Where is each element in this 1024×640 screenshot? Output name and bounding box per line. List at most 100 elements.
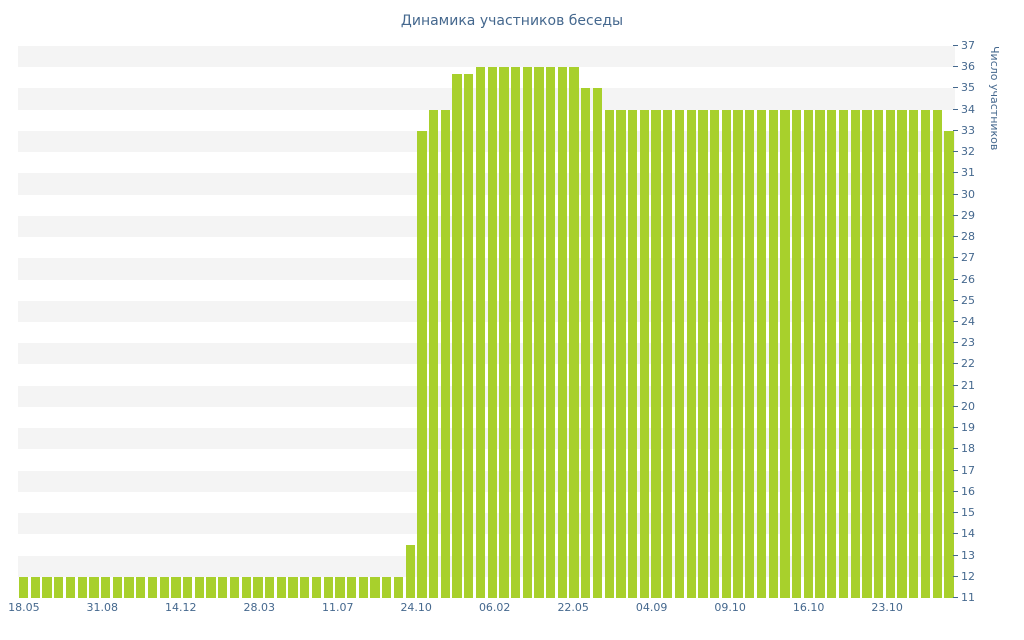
y-tick-label: 19 (961, 421, 975, 435)
y-tick-label: 24 (961, 315, 975, 328)
bar (77, 576, 87, 598)
bar (909, 109, 919, 598)
y-tick-label: 21 (961, 378, 975, 392)
y-tick-label: 18 (961, 442, 975, 456)
bar (335, 576, 345, 598)
bar (417, 130, 427, 598)
x-tick-label: 24.10 (400, 601, 432, 614)
bar (557, 67, 568, 598)
bar (218, 576, 228, 598)
y-tick-label: 34 (961, 102, 975, 116)
y-tick-mark (953, 342, 958, 344)
grid-stripe (18, 555, 955, 577)
bar (792, 109, 802, 598)
bar (358, 576, 368, 598)
y-axis-title: Число участников (988, 46, 1001, 151)
grid-stripe (18, 428, 955, 450)
x-tick-label: 09.10 (714, 601, 746, 614)
bar (19, 576, 29, 598)
bar (100, 576, 111, 598)
bar (944, 130, 954, 598)
y-tick-mark (953, 87, 958, 89)
x-tick-label: 22.05 (557, 601, 589, 614)
y-axis: 37 36 35 34 33 32 31 30 29 28 27 26 25 24 23 22 21 20 19 18… (953, 39, 985, 604)
x-tick-label: 23.10 (871, 601, 903, 614)
bar (487, 67, 497, 598)
bar (838, 109, 849, 598)
bar (663, 109, 673, 598)
bar (885, 109, 896, 598)
y-tick-mark (953, 257, 958, 259)
bar (194, 576, 204, 598)
y-tick-mark (953, 45, 958, 46)
bar (803, 109, 814, 598)
bar (382, 576, 392, 598)
y-tick-label: 13 (961, 548, 975, 562)
bar (323, 576, 333, 598)
bar (264, 576, 275, 598)
x-axis: 18.05 31.08 14.12 28.03 11.07 24.10 06.02 22.05… (8, 601, 955, 617)
y-tick-label: 12 (961, 569, 975, 583)
y-tick-label: 31 (961, 166, 975, 180)
y-tick-mark (953, 405, 958, 407)
bar (475, 67, 486, 598)
bar (569, 67, 579, 598)
bar (182, 576, 193, 598)
chart-title: Динамика участников беседы (400, 13, 624, 29)
bar (651, 109, 661, 598)
y-tick-mark (953, 597, 958, 598)
y-tick-mark (953, 512, 958, 514)
y-tick-mark (953, 469, 958, 471)
bar (42, 576, 52, 598)
bar (147, 576, 158, 598)
bar (89, 576, 99, 598)
bar (65, 576, 76, 598)
bar (522, 67, 532, 598)
y-tick-mark (953, 427, 958, 429)
bar (897, 109, 907, 598)
bar (780, 109, 790, 598)
y-tick-mark (953, 448, 958, 450)
x-tick-label: 14.12 (165, 601, 197, 614)
y-tick-label: 36 (961, 60, 975, 74)
bar (112, 576, 122, 598)
y-tick-label: 15 (961, 506, 975, 520)
y-tick-mark (953, 129, 958, 131)
bar (229, 576, 240, 598)
grid-stripe (18, 215, 955, 238)
bar (745, 109, 755, 598)
bar (534, 67, 544, 598)
grid-stripe (18, 343, 955, 365)
bar (124, 576, 134, 598)
y-tick-mark (953, 278, 958, 280)
bar (827, 109, 837, 598)
grid-stripe (18, 173, 955, 195)
bar (452, 73, 462, 598)
bar (686, 109, 696, 598)
y-tick-label: 32 (961, 145, 975, 159)
y-tick-label: 29 (961, 208, 975, 222)
bar (616, 109, 626, 598)
x-tick-label: 28.03 (243, 601, 276, 614)
bar (581, 88, 591, 598)
bar (346, 576, 357, 598)
bar (405, 544, 415, 598)
bar (721, 109, 732, 598)
plot-area (18, 46, 955, 598)
bar (253, 576, 263, 598)
y-tick-mark (953, 575, 958, 577)
y-tick-mark (953, 172, 958, 174)
bar (393, 576, 404, 598)
y-tick-mark (953, 236, 958, 238)
x-tick-label: 31.08 (86, 601, 119, 614)
bar (604, 109, 614, 598)
grid-stripe (18, 130, 955, 153)
bar (674, 109, 685, 598)
y-tick-label: 30 (961, 187, 975, 201)
bar (932, 109, 942, 598)
bar (300, 576, 310, 598)
grid-stripe (18, 300, 955, 322)
y-tick-label: 20 (961, 399, 975, 413)
bar (874, 109, 884, 598)
